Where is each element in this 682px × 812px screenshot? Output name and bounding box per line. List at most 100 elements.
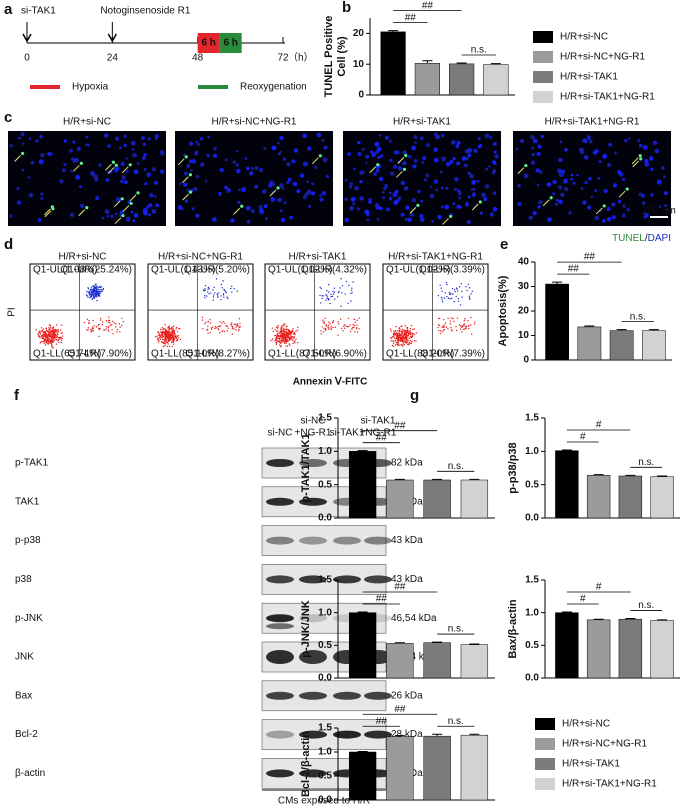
nucleus [270,196,274,200]
nucleus [200,162,205,167]
event [280,336,283,338]
event [332,321,334,323]
nucleus [389,158,393,163]
nucleus [141,155,146,161]
event [47,330,49,332]
nucleus [450,140,456,145]
arrow [122,205,130,212]
event [270,339,272,342]
event [92,329,94,332]
event [217,295,219,297]
event [288,333,290,336]
nucleus [664,204,668,207]
nucleus [28,192,34,198]
arrow [442,218,449,225]
nucleus [452,202,456,205]
nucleus [663,191,668,196]
protein-label: JNK [15,652,34,663]
nucleus [611,215,616,220]
arrow-head [107,33,117,43]
tunel-cell [136,191,140,195]
nucleus [393,200,399,206]
event [59,329,62,331]
nucleus [319,197,324,202]
event [60,337,62,339]
event [50,335,53,338]
event [400,334,402,337]
nucleus [154,134,159,139]
event [332,290,334,293]
event [290,338,293,340]
event [43,342,45,344]
bar [577,326,602,361]
event [215,278,218,280]
event [390,337,393,339]
nucleus [37,218,42,223]
event [410,335,412,338]
nucleus [471,179,477,185]
event [457,300,460,302]
event [45,333,47,335]
nucleus [356,207,360,211]
nucleus [299,173,305,178]
event [234,323,237,326]
event [400,336,402,339]
event [44,331,46,333]
event [471,290,473,293]
nucleus [321,139,325,142]
event [451,297,453,300]
nucleus [211,217,217,222]
nucleus [476,179,480,183]
event [409,333,412,336]
error-bar [388,30,399,32]
event [409,339,412,342]
bar [609,330,634,361]
nucleus [236,150,239,153]
event [395,336,398,339]
event [210,292,212,294]
event [89,289,91,292]
event [90,329,93,332]
event [48,332,50,334]
arrow [632,160,640,168]
quadrant-label: Q1-LR(8.27%) [186,349,250,360]
error-bar [394,735,405,737]
event [284,338,287,340]
bar [650,620,674,679]
legend-swatch [533,51,553,63]
quadrant-label: Q1-LR(6.90%) [303,349,367,360]
nucleus [400,180,406,186]
event [340,327,343,330]
event [288,338,291,340]
event [292,333,295,335]
event [440,330,442,332]
nucleus [452,157,456,161]
event [209,318,211,321]
band [266,691,294,700]
event [37,333,39,336]
arrow [517,167,525,174]
event [60,341,63,344]
tunel-cell [318,154,322,158]
event [61,332,64,334]
nucleus [665,208,668,211]
nucleus [621,177,626,181]
event [450,317,452,319]
event [323,328,325,330]
event [455,329,458,332]
nucleus [598,160,602,164]
event [293,332,296,335]
event [93,325,95,327]
event [283,330,285,332]
arrow [182,193,189,201]
nucleus [477,137,481,141]
sig-label: ## [394,420,406,431]
event [274,340,276,342]
nucleus [188,159,193,164]
event [413,333,416,335]
bar [386,643,414,679]
error-bar [561,611,572,613]
y-tick-label: 1.5 [318,723,332,734]
error-bar [593,474,604,476]
bar [386,479,414,519]
